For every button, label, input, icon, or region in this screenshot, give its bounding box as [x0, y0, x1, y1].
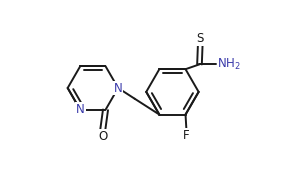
Text: NH$_2$: NH$_2$ — [217, 57, 241, 72]
Text: S: S — [197, 32, 204, 45]
Text: O: O — [98, 130, 107, 143]
Text: N: N — [76, 103, 85, 116]
Text: N: N — [114, 81, 123, 95]
Text: F: F — [183, 129, 190, 142]
